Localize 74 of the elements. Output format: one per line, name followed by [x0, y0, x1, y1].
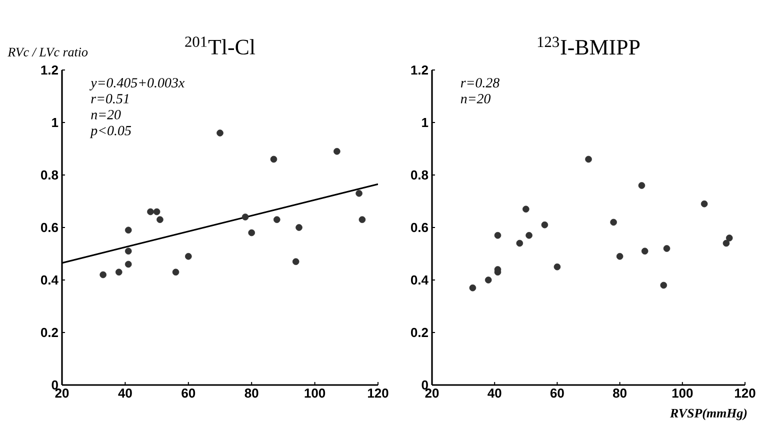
point: [616, 252, 624, 260]
point: [124, 248, 132, 255]
point: [124, 260, 132, 268]
y-tick-label: 1.2: [41, 65, 58, 75]
x-tick-label: 20: [55, 388, 69, 398]
y-tick-label: 1: [52, 118, 58, 127]
point: [115, 268, 122, 276]
point: [541, 221, 548, 228]
annotation: r=0.51: [91, 94, 128, 104]
y-tick-label: 0: [52, 380, 58, 390]
y-tick-label: 0.4: [40, 275, 58, 285]
point: [516, 240, 524, 247]
point: [484, 276, 492, 284]
point: [292, 258, 300, 266]
y-tick-label: 0.6: [40, 222, 58, 232]
y-tick-label: 0.4: [411, 275, 428, 285]
point: [248, 229, 255, 236]
point: [610, 218, 617, 226]
x-axis-title: RVSP(mmHg): [670, 408, 747, 420]
x-tick-label: 20: [425, 388, 439, 398]
x-tick-label: 120: [735, 388, 756, 398]
annotation: p<0.05: [90, 126, 132, 138]
point: [185, 252, 192, 260]
point: [242, 214, 249, 220]
point: [356, 190, 362, 197]
chart-title: $^{123}$I-BMIPP: [538, 36, 640, 55]
point: [216, 130, 224, 136]
x-tick-label: 100: [304, 388, 326, 398]
x-tick-label: 40: [488, 388, 502, 398]
point: [722, 240, 730, 247]
x-tick-label: 80: [613, 388, 626, 398]
annotation: n=20: [91, 110, 121, 120]
point: [494, 232, 502, 239]
point: [641, 248, 648, 255]
point: [153, 208, 160, 216]
y-tick-label: 0.2: [411, 328, 428, 338]
point: [172, 268, 180, 276]
point: [554, 263, 561, 270]
point: [100, 271, 106, 278]
x-tick-label: 40: [118, 388, 132, 398]
y-axis-title: RVc / LVc ratio: [8, 48, 88, 57]
point: [700, 200, 708, 208]
y-tick-label: 0.8: [40, 170, 58, 180]
annotation: n=20: [460, 94, 491, 104]
point: [358, 216, 366, 224]
point: [526, 232, 532, 239]
y-tick-label: 0: [422, 380, 428, 390]
x-tick-label: 60: [182, 388, 196, 398]
point: [296, 224, 302, 231]
point: [638, 182, 646, 189]
point: [660, 282, 668, 289]
x-tick-label: 80: [244, 388, 258, 398]
chart-title: $^{201}$Tl-Cl: [185, 36, 256, 55]
point: [469, 284, 476, 292]
point: [156, 216, 164, 224]
y-tick-label: 0.8: [411, 170, 428, 180]
y-tick-label: 1.2: [411, 65, 428, 75]
point: [585, 156, 592, 163]
annotation: r=0.28: [460, 78, 500, 88]
point: [147, 208, 154, 216]
y-tick-label: 0.2: [40, 328, 58, 338]
point: [726, 234, 733, 242]
y-tick-label: 1: [422, 118, 428, 127]
annotation: y=0.405+0.003x: [89, 78, 185, 90]
y-tick-label: 0.6: [411, 222, 428, 232]
x-tick-label: 100: [672, 388, 693, 398]
point: [522, 206, 530, 213]
point: [334, 148, 340, 155]
point: [124, 226, 132, 234]
point: [270, 156, 278, 163]
x-tick-label: 120: [368, 388, 388, 398]
point: [273, 216, 280, 224]
point: [663, 245, 670, 252]
x-tick-label: 60: [550, 388, 564, 398]
